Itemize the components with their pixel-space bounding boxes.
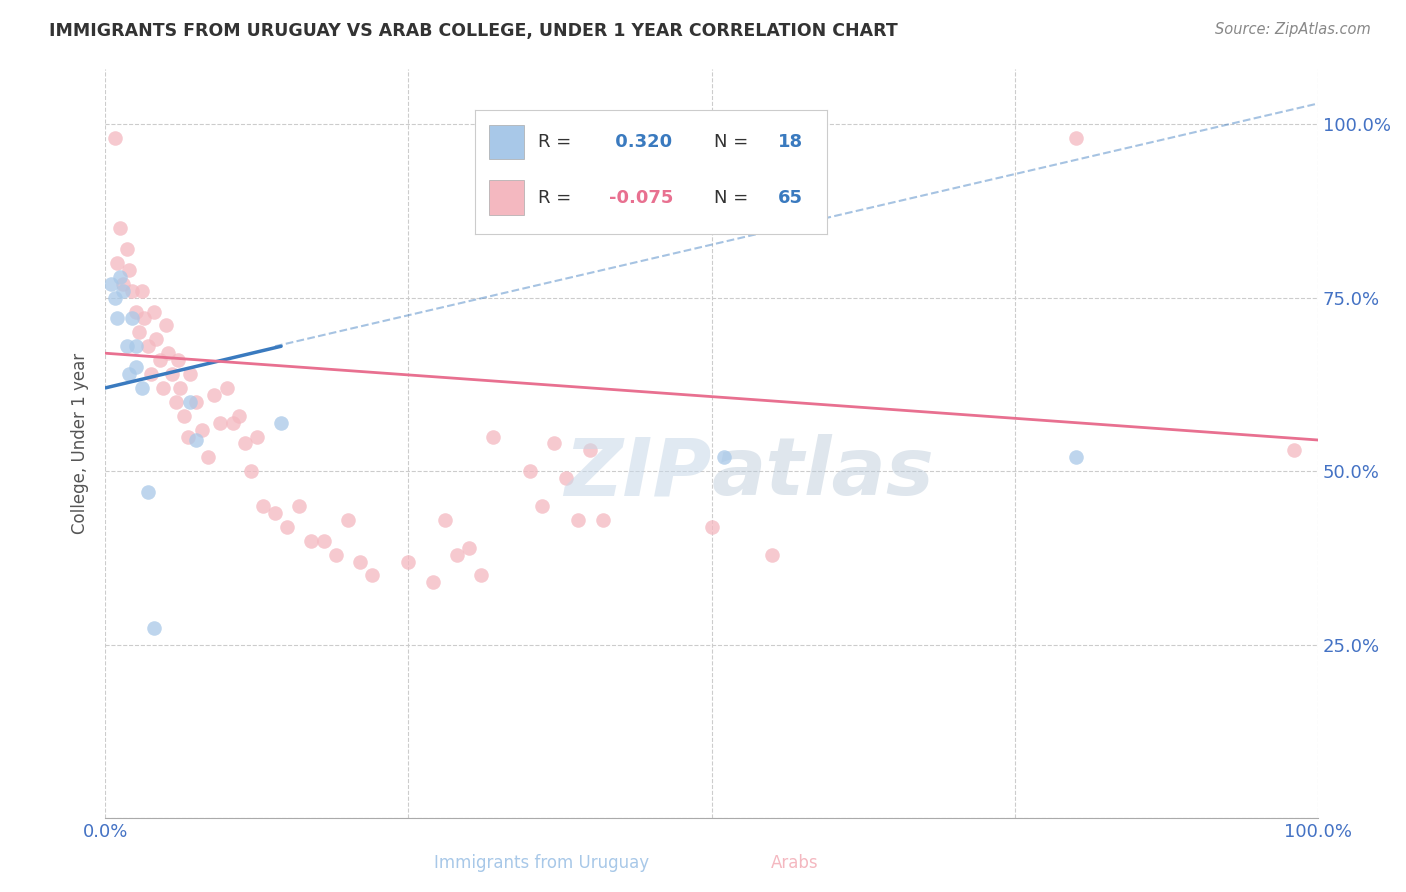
Point <box>105 256 128 270</box>
Point <box>398 555 420 569</box>
Point <box>165 394 187 409</box>
Point <box>132 311 155 326</box>
Point <box>482 429 505 443</box>
Point <box>167 353 190 368</box>
Point <box>312 533 335 548</box>
Point <box>202 388 225 402</box>
Point <box>115 242 138 256</box>
Point <box>100 277 122 291</box>
Point <box>349 555 371 569</box>
Point <box>118 263 141 277</box>
Point <box>336 513 359 527</box>
Point <box>246 429 269 443</box>
Text: Source: ZipAtlas.com: Source: ZipAtlas.com <box>1215 22 1371 37</box>
Point <box>209 416 232 430</box>
Point <box>555 471 578 485</box>
Point <box>221 416 243 430</box>
Point <box>152 381 174 395</box>
Point <box>264 506 287 520</box>
Text: Arabs: Arabs <box>770 855 818 872</box>
Point <box>149 353 172 368</box>
Point <box>104 291 127 305</box>
Point <box>157 346 180 360</box>
Point <box>176 429 198 443</box>
Y-axis label: College, Under 1 year: College, Under 1 year <box>72 353 89 534</box>
Point <box>446 548 468 562</box>
Point <box>1282 443 1305 458</box>
Point <box>179 394 201 409</box>
Point <box>186 394 208 409</box>
Point <box>128 326 150 340</box>
Point <box>105 311 128 326</box>
Point <box>1064 131 1087 145</box>
Point <box>118 367 141 381</box>
Text: atlas: atlas <box>711 434 935 513</box>
Point <box>592 513 614 527</box>
Point <box>131 381 153 395</box>
Point <box>543 436 565 450</box>
Point <box>112 284 135 298</box>
Point <box>124 339 146 353</box>
Point <box>713 450 735 465</box>
Point <box>239 464 262 478</box>
Point <box>270 416 292 430</box>
Point <box>179 367 201 381</box>
Point <box>519 464 541 478</box>
Point <box>112 277 135 291</box>
Point <box>233 436 256 450</box>
Point <box>142 620 165 634</box>
Point <box>458 541 481 555</box>
Point <box>276 520 298 534</box>
Point <box>325 548 347 562</box>
Point <box>761 548 783 562</box>
Point <box>288 499 311 513</box>
Point <box>136 485 159 500</box>
Point <box>228 409 250 423</box>
Point <box>131 284 153 298</box>
Point <box>433 513 456 527</box>
Point <box>361 568 384 582</box>
Point <box>142 304 165 318</box>
Point <box>108 269 131 284</box>
Point <box>215 381 238 395</box>
Point <box>136 339 159 353</box>
Point <box>567 513 589 527</box>
Point <box>104 131 127 145</box>
Point <box>145 332 167 346</box>
Point <box>155 318 177 333</box>
Point <box>197 450 219 465</box>
Text: ZIP: ZIP <box>564 434 711 513</box>
Point <box>160 367 183 381</box>
Point <box>124 360 146 375</box>
Point <box>700 520 723 534</box>
Point <box>530 499 553 513</box>
Point <box>252 499 274 513</box>
Point <box>121 284 143 298</box>
Point <box>108 221 131 235</box>
Point <box>115 339 138 353</box>
Point <box>124 304 146 318</box>
Point <box>141 367 163 381</box>
Point <box>299 533 322 548</box>
Text: Immigrants from Uruguay: Immigrants from Uruguay <box>433 855 650 872</box>
Point <box>169 381 191 395</box>
Point <box>579 443 602 458</box>
Point <box>470 568 492 582</box>
Point <box>186 433 208 447</box>
Text: IMMIGRANTS FROM URUGUAY VS ARAB COLLEGE, UNDER 1 YEAR CORRELATION CHART: IMMIGRANTS FROM URUGUAY VS ARAB COLLEGE,… <box>49 22 898 40</box>
Point <box>422 575 444 590</box>
Point <box>191 423 214 437</box>
Point <box>173 409 195 423</box>
Point <box>1064 450 1087 465</box>
Point <box>121 311 143 326</box>
